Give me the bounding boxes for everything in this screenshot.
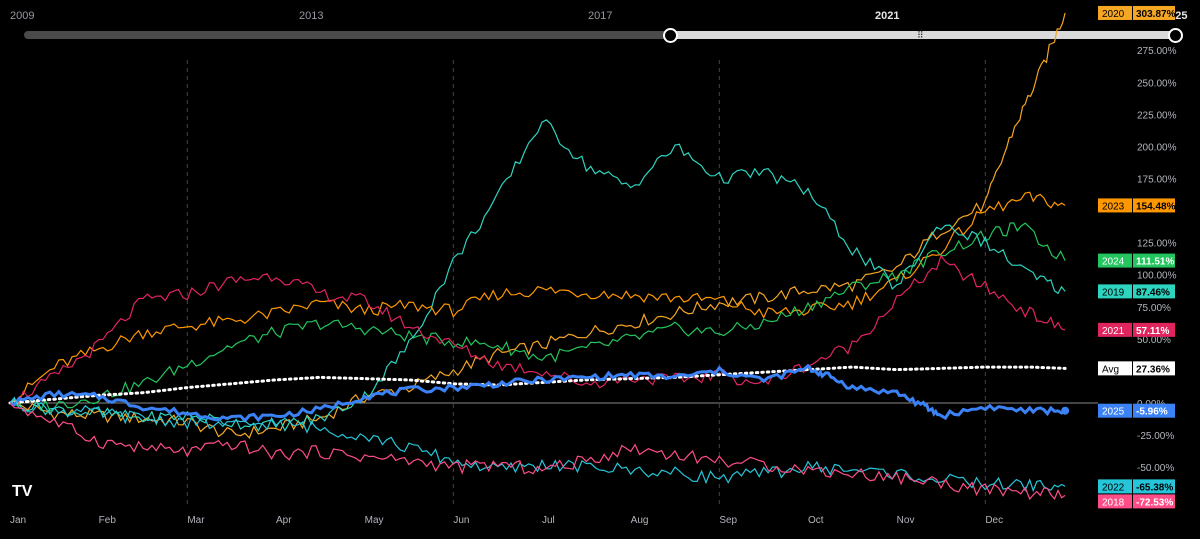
x-tick-label: May bbox=[365, 515, 384, 526]
timeline-year-2013[interactable]: 2013 bbox=[299, 10, 324, 22]
series-year-tag-2021 bbox=[1098, 322, 1132, 337]
series-line-2025 bbox=[9, 363, 1066, 423]
series-endpoint-2025 bbox=[1061, 406, 1070, 415]
series-year-label-2023: 2023 bbox=[1102, 201, 1125, 212]
series-year-tag-2018 bbox=[1098, 494, 1132, 509]
series-line-2019 bbox=[9, 119, 1066, 433]
series-line-2021 bbox=[9, 254, 1066, 406]
y-tick-label: -25.00% bbox=[1137, 431, 1174, 442]
y-tick-label: 100.00% bbox=[1137, 271, 1177, 282]
x-tick-label: Nov bbox=[897, 515, 915, 526]
series-value-tag-2019 bbox=[1133, 284, 1175, 299]
y-tick-label: 50.00% bbox=[1137, 335, 1171, 346]
series-year-label-2020: 2020 bbox=[1102, 9, 1125, 20]
series-value-label-2022: -65.38% bbox=[1136, 482, 1173, 493]
y-tick-label: 75.00% bbox=[1137, 303, 1171, 314]
series-line-2022 bbox=[9, 396, 1066, 493]
series-year-label-Avg: Avg bbox=[1102, 364, 1119, 375]
x-tick-label: Jul bbox=[542, 515, 555, 526]
x-tick-label: Jan bbox=[10, 515, 26, 526]
x-tick-label: Apr bbox=[276, 515, 292, 526]
series-year-label-2025: 2025 bbox=[1102, 407, 1125, 418]
slider-handle-end[interactable] bbox=[1168, 28, 1183, 43]
slider-handle-start[interactable] bbox=[663, 28, 678, 43]
tradingview-logo[interactable]: TV bbox=[12, 483, 33, 500]
grip-dots-icon[interactable]: ⠿ bbox=[917, 30, 924, 40]
series-year-label-2022: 2022 bbox=[1102, 482, 1125, 493]
series-value-label-Avg: 27.36% bbox=[1136, 364, 1170, 375]
x-tick-label: Mar bbox=[187, 515, 205, 526]
series-year-tag-2022 bbox=[1098, 479, 1132, 494]
series-value-label-2023: 154.48% bbox=[1136, 201, 1176, 212]
series-line-2020 bbox=[9, 12, 1066, 439]
y-tick-label: 200.00% bbox=[1137, 142, 1177, 153]
series-value-label-2025: -5.96% bbox=[1136, 407, 1168, 418]
series-value-tag-2022 bbox=[1133, 479, 1175, 494]
x-tick-label: Aug bbox=[631, 515, 649, 526]
series-value-tag-2025 bbox=[1133, 403, 1175, 418]
slider-track-selected[interactable] bbox=[670, 31, 1175, 39]
y-tick-label: 225.00% bbox=[1137, 110, 1177, 121]
series-value-label-2018: -72.53% bbox=[1136, 497, 1173, 508]
series-year-label-2019: 2019 bbox=[1102, 287, 1125, 298]
series-year-tag-Avg bbox=[1098, 361, 1132, 376]
series-value-tag-2020 bbox=[1133, 5, 1175, 20]
y-tick-label: 275.00% bbox=[1137, 46, 1177, 57]
x-tick-label: Jun bbox=[453, 515, 469, 526]
x-tick-label: Dec bbox=[985, 515, 1003, 526]
series-year-label-2021: 2021 bbox=[1102, 326, 1125, 337]
series-line-2023 bbox=[9, 191, 1066, 406]
series-year-label-2024: 2024 bbox=[1102, 257, 1125, 268]
y-tick-label: 125.00% bbox=[1137, 239, 1177, 250]
series-value-label-2019: 87.46% bbox=[1136, 287, 1170, 298]
series-value-tag-2024 bbox=[1133, 253, 1175, 268]
series-year-tag-2024 bbox=[1098, 253, 1132, 268]
series-year-tag-2023 bbox=[1098, 198, 1132, 213]
series-line-2024 bbox=[9, 222, 1066, 412]
y-tick-label: 250.00% bbox=[1137, 78, 1177, 89]
slider-track-unselected[interactable] bbox=[24, 31, 670, 39]
timeline-year-2009[interactable]: 2009 bbox=[10, 10, 35, 22]
series-year-tag-2020 bbox=[1098, 5, 1132, 20]
series-value-tag-Avg bbox=[1133, 361, 1175, 376]
series-year-tag-2019 bbox=[1098, 284, 1132, 299]
series-value-label-2021: 57.11% bbox=[1136, 326, 1169, 337]
series-value-tag-2021 bbox=[1133, 322, 1175, 337]
y-tick-label: -50.00% bbox=[1137, 463, 1174, 474]
x-tick-label: Feb bbox=[99, 515, 117, 526]
y-tick-label: 175.00% bbox=[1137, 174, 1177, 185]
series-value-label-2024: 111.51% bbox=[1136, 257, 1174, 268]
timeline-year-2017[interactable]: 2017 bbox=[588, 10, 613, 22]
series-line-2018 bbox=[9, 402, 1066, 501]
series-line-Avg bbox=[8, 365, 1067, 405]
series-value-label-2020: 303.87% bbox=[1136, 9, 1176, 20]
series-year-tag-2025 bbox=[1098, 403, 1132, 418]
x-tick-label: Oct bbox=[808, 515, 824, 526]
series-year-label-2018: 2018 bbox=[1102, 497, 1125, 508]
x-tick-label: Sep bbox=[719, 515, 737, 526]
series-value-tag-2023 bbox=[1133, 198, 1175, 213]
timeline-year-2021[interactable]: 2021 bbox=[875, 10, 900, 22]
year-range-slider[interactable]: 2009 2013 2017 2021 2025 ⠿ bbox=[0, 0, 1200, 50]
series-value-tag-2018 bbox=[1133, 494, 1175, 509]
